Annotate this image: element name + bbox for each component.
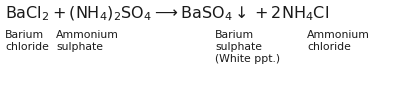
Text: Barium: Barium: [5, 30, 44, 40]
Text: chloride: chloride: [5, 42, 49, 52]
Text: Barium: Barium: [215, 30, 254, 40]
Text: sulphate: sulphate: [56, 42, 103, 52]
Text: sulphate: sulphate: [215, 42, 262, 52]
Text: chloride: chloride: [307, 42, 351, 52]
Text: Ammonium: Ammonium: [307, 30, 370, 40]
Text: Ammonium: Ammonium: [56, 30, 119, 40]
Text: (White ppt.): (White ppt.): [215, 54, 280, 64]
Text: $\mathrm{BaCl_2 + (NH_4)_2SO_4 \longrightarrow BaSO_4{\downarrow} + 2NH_4Cl}$: $\mathrm{BaCl_2 + (NH_4)_2SO_4 \longrigh…: [5, 4, 329, 23]
